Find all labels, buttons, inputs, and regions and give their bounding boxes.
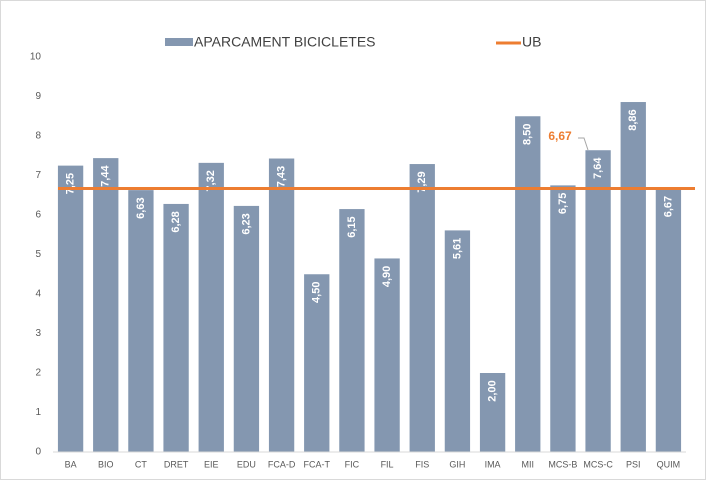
y-tick-label: 8	[35, 131, 41, 142]
bar	[409, 164, 435, 453]
data-label: 4,90	[381, 266, 393, 287]
x-tick-label: BA	[65, 459, 77, 469]
x-tick-label: GIH	[449, 459, 465, 469]
y-tick-label: 7	[35, 170, 41, 181]
data-label: 6,23	[240, 213, 252, 234]
x-tick-label: FIS	[415, 459, 429, 469]
legend-label: UB	[522, 34, 541, 50]
x-tick-label: EIE	[204, 459, 219, 469]
legend-swatch	[165, 38, 193, 46]
data-label: 2,00	[486, 380, 498, 401]
x-tick-label: IMA	[485, 459, 501, 469]
x-tick-label: BIO	[98, 459, 114, 469]
y-tick-label: 6	[35, 210, 41, 221]
data-label: 7,32	[205, 170, 217, 191]
x-tick-label: MCS-B	[548, 459, 577, 469]
data-label: 5,61	[451, 238, 463, 259]
bar	[128, 190, 154, 453]
bar	[163, 203, 189, 452]
data-label: 6,28	[170, 211, 182, 232]
x-tick-label: FIC	[345, 459, 360, 469]
x-tick-label: EDU	[237, 459, 256, 469]
data-label: 8,50	[522, 124, 534, 145]
bar	[233, 205, 260, 452]
reference-label: 6,67	[548, 129, 572, 143]
data-label: 7,43	[275, 166, 287, 187]
y-tick-label: 4	[35, 289, 41, 300]
bar	[198, 162, 224, 453]
bar	[444, 230, 471, 452]
data-label: 6,67	[662, 196, 674, 217]
bar	[550, 185, 576, 452]
data-label: 6,75	[557, 193, 569, 214]
data-label: 6,15	[346, 216, 358, 237]
x-tick-label: CT	[135, 459, 147, 469]
bar	[93, 158, 119, 452]
x-tick-label: FCA-T	[304, 459, 331, 469]
y-tick-label: 1	[35, 407, 41, 418]
bar	[268, 158, 295, 452]
data-label: 8,86	[627, 109, 639, 130]
y-tick-label: 9	[35, 91, 41, 102]
bar	[620, 102, 646, 452]
bar	[515, 116, 541, 452]
data-label: 4,50	[311, 282, 323, 303]
y-tick-label: 3	[35, 328, 41, 339]
data-label: 7,44	[100, 165, 112, 187]
data-label: 7,25	[64, 173, 76, 194]
bar	[479, 373, 506, 452]
x-tick-label: PSI	[626, 459, 641, 469]
y-tick-label: 2	[35, 368, 41, 379]
data-label: 6,63	[135, 197, 147, 218]
bar	[304, 274, 330, 452]
bar	[374, 258, 400, 452]
annotation-leader	[578, 137, 589, 151]
y-tick-label: 10	[30, 52, 42, 63]
x-tick-label: MII	[522, 459, 535, 469]
bar	[339, 209, 365, 452]
data-label: 7,64	[592, 157, 604, 179]
x-tick-label: FCA-D	[268, 459, 296, 469]
bar	[585, 150, 611, 452]
bar	[57, 165, 84, 452]
y-tick-label: 0	[35, 447, 41, 458]
legend-label: APARCAMENT BICICLETES	[194, 34, 376, 50]
x-tick-label: DRET	[164, 459, 189, 469]
bar	[655, 188, 682, 452]
x-tick-label: FIL	[381, 459, 394, 469]
y-tick-label: 5	[35, 249, 41, 260]
x-tick-label: QUIM	[657, 459, 681, 469]
x-tick-label: MCS-C	[583, 459, 613, 469]
